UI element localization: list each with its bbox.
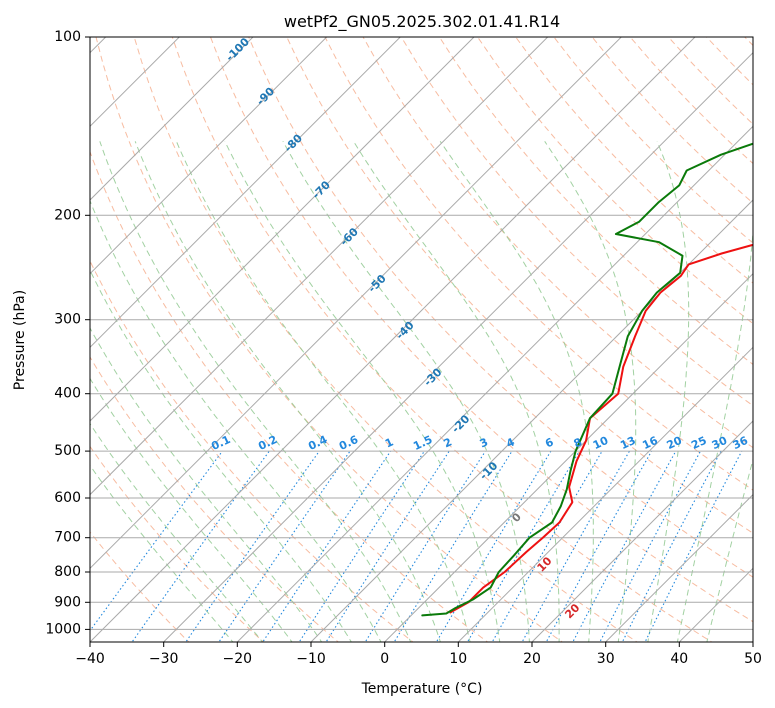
mixing-ratio-label: 10 — [591, 434, 611, 452]
mixing-ratio-line — [466, 450, 580, 642]
moist-adiabat-line — [353, 141, 560, 642]
x-tick-label: −20 — [223, 651, 253, 667]
mixing-ratio-line — [325, 450, 450, 642]
moist-adiabat-line — [134, 141, 441, 642]
chart-title: wetPf2_GN05.2025.302.01.41.R14 — [284, 12, 560, 32]
mixing-ratio-label: 30 — [710, 434, 730, 452]
moist-adiabat-line — [90, 327, 323, 642]
isotherm-line — [90, 37, 254, 201]
y-tick-label: 900 — [54, 594, 81, 610]
moist-adiabat-line — [90, 377, 293, 642]
mixing-ratio-label: 25 — [689, 434, 708, 452]
isotherm-line — [310, 199, 753, 642]
x-axis-title: Temperature (°C) — [361, 681, 483, 697]
y-axis-ticks: 100 200 300 400 500 600 700 800 900 1000 — [45, 29, 90, 637]
profile-series — [421, 142, 753, 617]
dry-adiabat-line — [477, 37, 753, 325]
isotherm-gridlines — [90, 37, 753, 642]
isotherm-line — [162, 51, 753, 642]
isotherm-line — [90, 37, 328, 275]
dewpoint-profile-line — [421, 142, 753, 617]
x-axis-ticks: −40 −30 −20 −10 0 10 20 30 40 50 — [75, 642, 762, 667]
isotherm-line — [90, 37, 475, 422]
moist-adiabat-line — [676, 226, 753, 642]
isotherm-line — [90, 37, 623, 570]
mixing-ratio-line — [185, 450, 320, 642]
dry-adiabat-line — [248, 37, 753, 578]
mixing-ratio-line — [599, 450, 701, 642]
dry-adiabat-line — [362, 37, 753, 449]
y-tick-label: 700 — [54, 530, 81, 546]
isotherm-line — [383, 272, 753, 642]
mixing-ratio-line — [262, 450, 392, 642]
x-tick-label: −10 — [296, 651, 326, 667]
temperature-profile-line — [449, 243, 753, 614]
y-tick-label: 400 — [54, 386, 81, 402]
mixing-ratio-label: 36 — [731, 434, 751, 452]
mixing-ratio-line — [90, 450, 223, 632]
moist-adiabat-line — [224, 141, 501, 642]
isotherm-line — [90, 37, 402, 349]
isotherm-line — [604, 493, 753, 642]
isotherm-line — [457, 346, 753, 642]
isotherm-line — [90, 37, 696, 642]
mixing-ratio-line — [621, 450, 722, 642]
isobar-gridlines — [90, 37, 753, 630]
moist-adiabat-line — [647, 141, 690, 642]
mixing-ratio-line — [298, 450, 425, 642]
mixing-ratio-line — [131, 450, 270, 642]
isotherm-line — [90, 37, 549, 496]
mixing-ratio-label: 16 — [640, 434, 660, 452]
y-axis-title: Pressure (hPa) — [12, 290, 28, 390]
moist-adiabat-line — [90, 199, 382, 642]
moist-adiabat-line — [282, 141, 530, 642]
dry-adiabat-line — [438, 37, 753, 366]
mixing-ratio-label: 13 — [618, 434, 637, 452]
y-tick-label: 800 — [54, 564, 81, 580]
dry-adiabat-line — [90, 259, 414, 642]
x-tick-label: 30 — [597, 651, 615, 667]
y-tick-label: 100 — [54, 29, 81, 45]
dry-adiabat-line — [400, 37, 753, 407]
dry-adiabat-line — [324, 37, 753, 491]
x-tick-label: 10 — [449, 651, 467, 667]
x-tick-label: 40 — [670, 651, 688, 667]
y-tick-label: 600 — [54, 490, 81, 506]
x-tick-label: −40 — [75, 651, 105, 667]
moist-adiabat-line — [544, 141, 637, 642]
moist-adiabat-line — [99, 141, 412, 642]
plot-frame — [89, 36, 754, 643]
y-tick-label: 200 — [54, 207, 81, 223]
x-tick-label: −30 — [149, 651, 179, 667]
mixing-ratio-label: 20 — [665, 434, 685, 452]
moist-adiabat-line — [90, 422, 264, 642]
moist-adiabat-line — [439, 141, 594, 642]
mixing-ratio-line — [572, 450, 677, 642]
isotherm-line — [531, 420, 753, 642]
x-tick-label: 20 — [523, 651, 541, 667]
x-tick-label: 0 — [380, 651, 389, 667]
isotherm-line — [236, 125, 753, 642]
y-tick-label: 500 — [54, 443, 81, 459]
x-tick-label: 50 — [744, 651, 762, 667]
mixing-ratio-line — [218, 450, 351, 642]
mixing-ratio-line — [393, 450, 513, 642]
y-tick-label: 1000 — [45, 621, 81, 637]
y-tick-label: 300 — [54, 312, 81, 328]
